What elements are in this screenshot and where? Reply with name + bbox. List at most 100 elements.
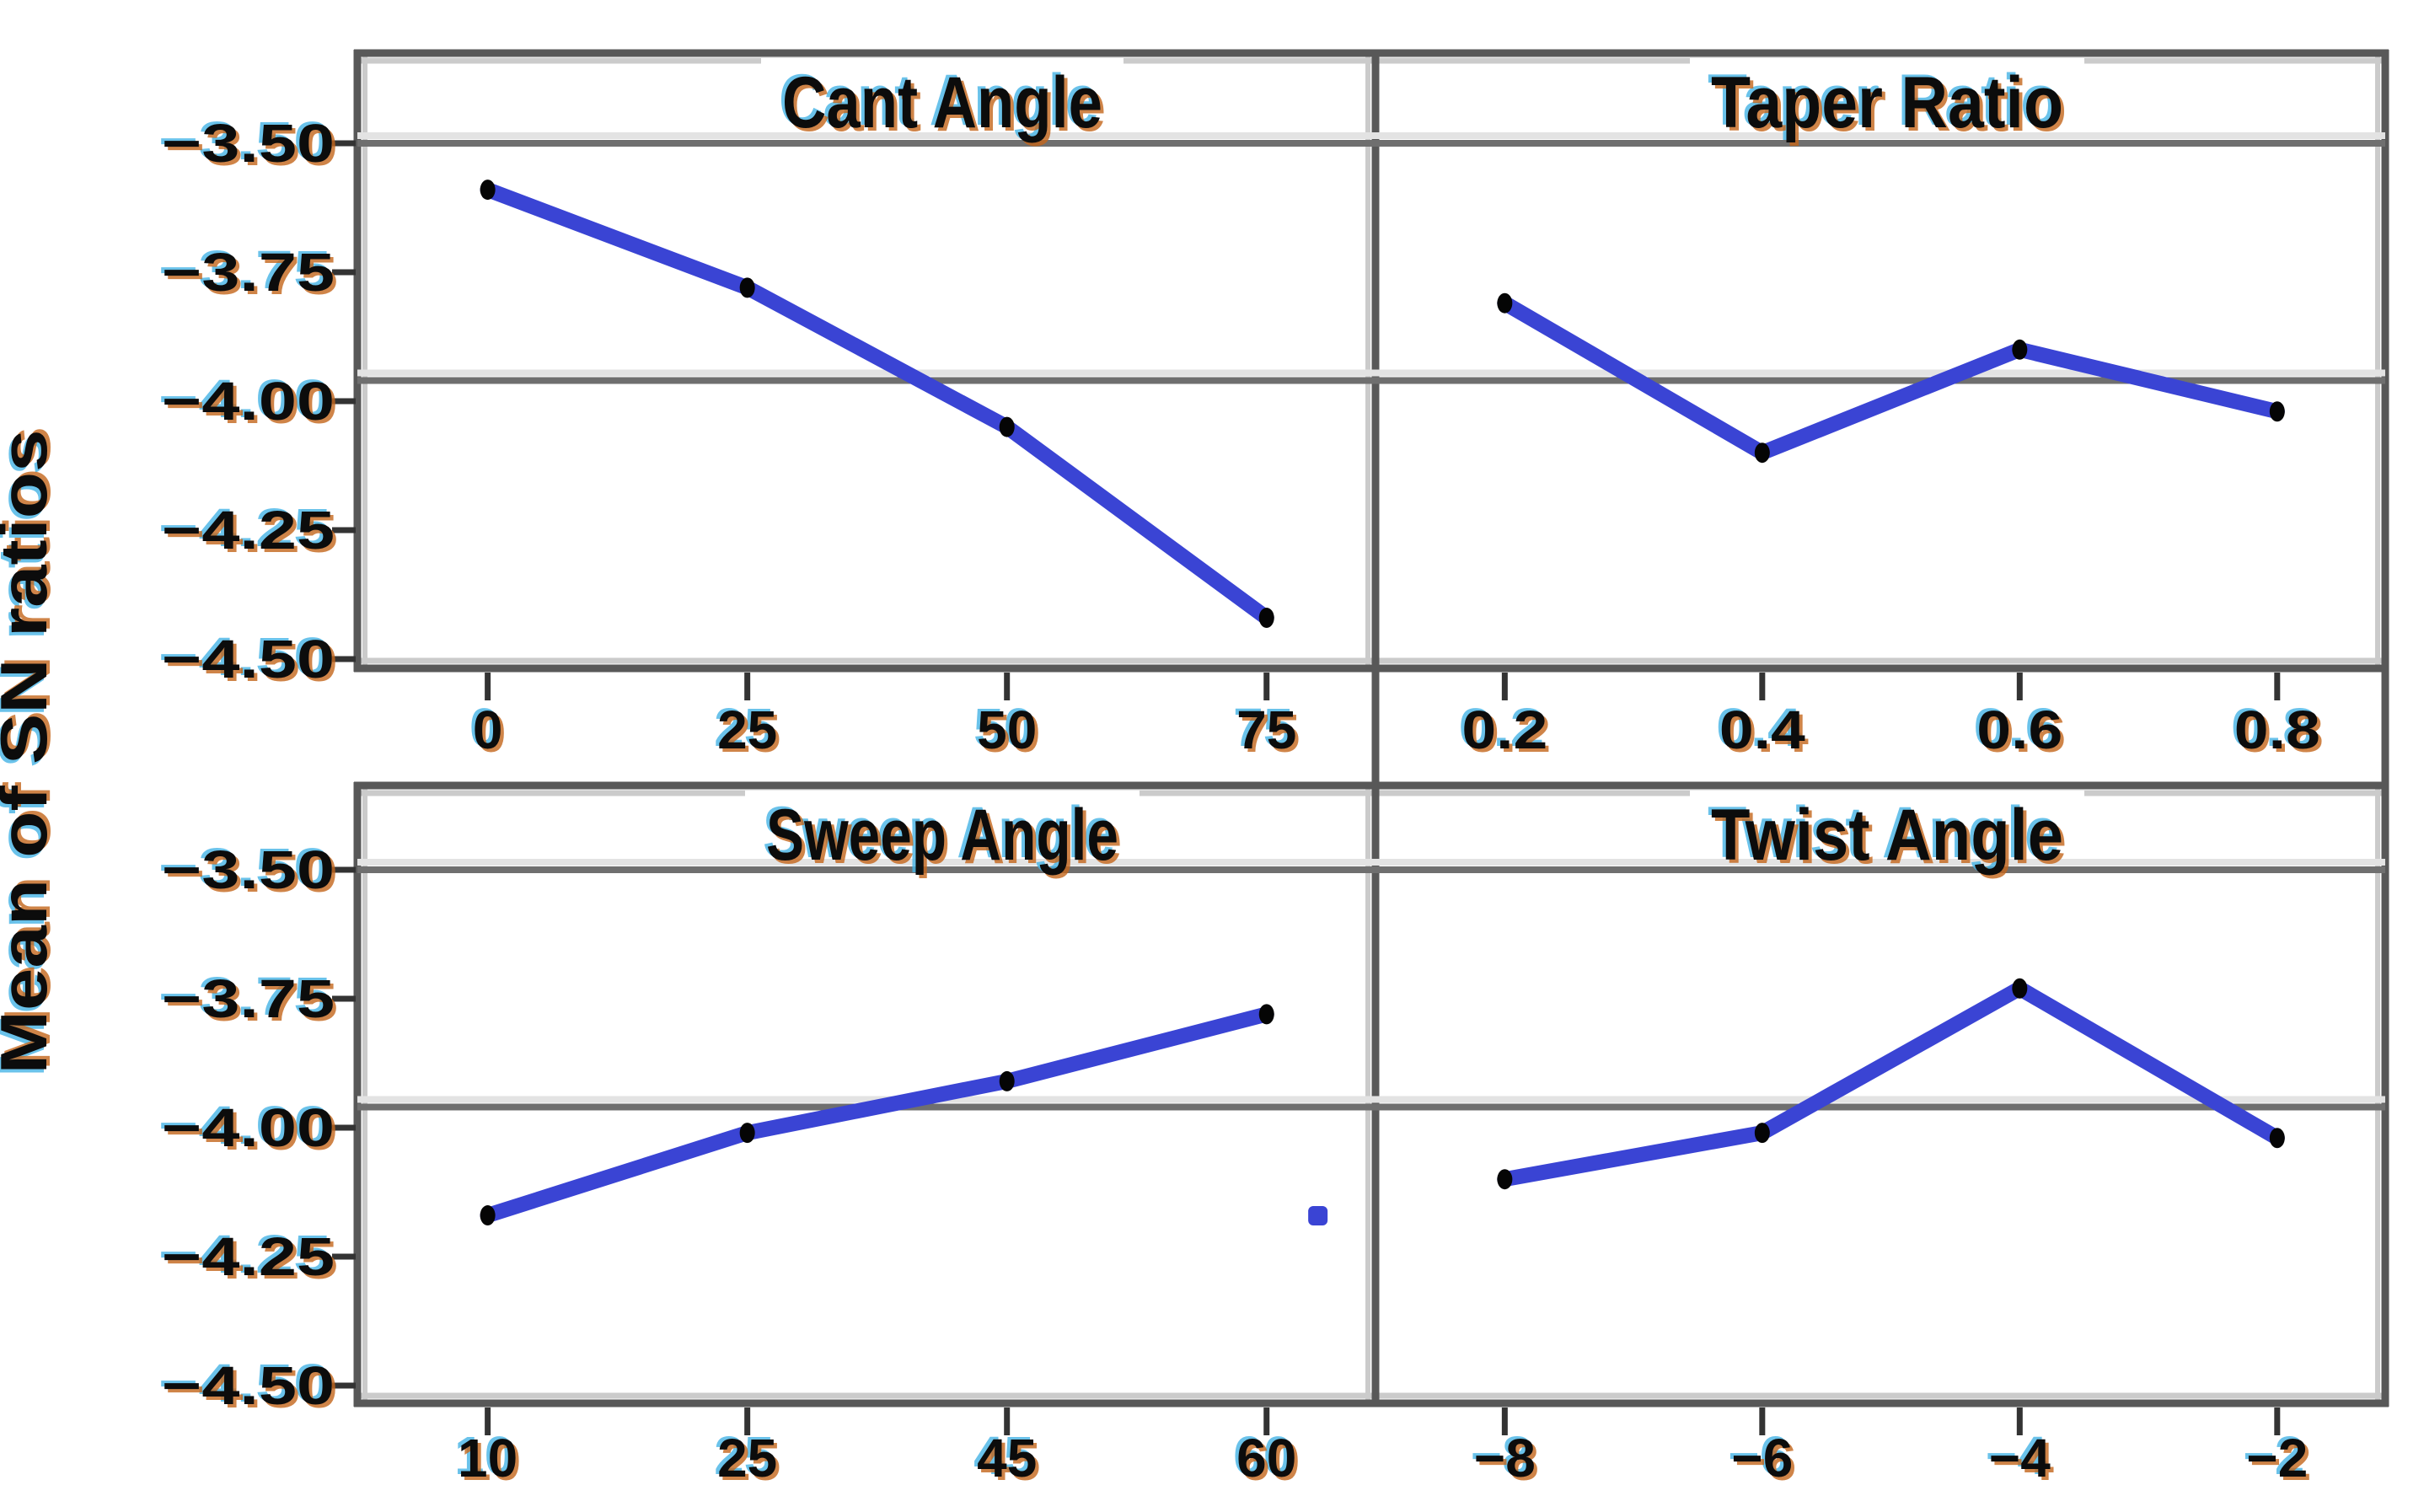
- data-point-marker: [480, 1205, 496, 1226]
- x-tick-label: 0: [469, 697, 500, 758]
- x-tick-label: 25: [717, 1428, 777, 1488]
- panel-title-box: [1690, 791, 2084, 860]
- x-tick-label-group: 0.60.60.6: [1973, 697, 2066, 764]
- y-tick-label-group: −3.50−3.50−3.50: [158, 837, 338, 903]
- y-tick-label: −3.50: [162, 839, 335, 900]
- data-point-marker: [739, 277, 755, 298]
- x-tick-label: 0.6: [1980, 703, 2066, 764]
- x-tick-label-group: −4−4−4: [1986, 1425, 2054, 1492]
- y-tick-label: −4.50: [165, 1359, 338, 1419]
- y-tick-label: −4.00: [158, 1095, 331, 1155]
- x-tick-label: 45: [980, 1431, 1040, 1492]
- x-tick-label: 0.2: [1461, 700, 1547, 760]
- series-line: [480, 182, 1274, 625]
- panel-title: Taper Ratio: [1714, 66, 2067, 147]
- panel-taper-ratio: 0.20.20.2 0.40.40.4 0.60.60.6 0.80.80.8 Tape…: [1376, 58, 2385, 764]
- y-tick-label-group: −4.25−4.25−4.25: [158, 497, 338, 564]
- x-tick-label: −4: [1992, 1431, 2054, 1492]
- y-tick-label-group: −3.75−3.75−3.75: [158, 966, 338, 1032]
- x-tick-label-group: −8−8−8: [1471, 1425, 1539, 1492]
- x-tick-label: 25: [717, 700, 777, 760]
- x-tick-label: 60: [1240, 1431, 1300, 1492]
- series-line: [480, 1006, 1274, 1223]
- y-tick-label: −3.75: [165, 245, 338, 306]
- x-tick-label-group: −6−6−6: [1728, 1425, 1796, 1492]
- y-axis-title: Mean of SN ratios: [0, 430, 61, 1075]
- data-point-marker: [999, 1070, 1015, 1091]
- x-tick-label: 0.8: [2234, 700, 2320, 760]
- y-tick-label-group: −4.50−4.50−4.50: [158, 626, 338, 693]
- data-point-marker: [1258, 1004, 1274, 1025]
- y-tick-label-group: −4.00−4.00−4.00: [158, 368, 338, 435]
- panel-twist-angle: −8−8−8 −6−6−6 −4−4−4 −2−2−2 Twist AngleTwist…: [1376, 791, 2385, 1492]
- x-tick-label-group: −2−2−2: [2243, 1425, 2311, 1492]
- y-tick-label: −3.75: [165, 972, 338, 1032]
- y-tick-label: −4.25: [158, 1224, 331, 1284]
- x-tick-label: 0.8: [2231, 697, 2317, 758]
- x-tick-label-group: 0.40.40.4: [1716, 697, 1809, 764]
- x-tick-label: −8: [1474, 1428, 1536, 1488]
- data-point-marker: [2012, 978, 2028, 999]
- y-tick-label: −3.75: [162, 242, 335, 303]
- y-tick-label: −4.25: [165, 503, 338, 564]
- x-tick-label: 0.4: [1716, 697, 1802, 758]
- x-tick-label: 10: [454, 1425, 514, 1486]
- y-tick-label: −4.50: [158, 626, 331, 687]
- y-tick-label: −3.75: [158, 239, 331, 300]
- x-tick-label: −6: [1735, 1431, 1796, 1492]
- panel-title: Taper Ratio: [1708, 60, 2060, 141]
- x-tick-label: 0: [476, 703, 507, 764]
- y-tick-label-group: −4.50−4.50−4.50: [158, 1353, 338, 1419]
- y-tick-label: −3.50: [165, 116, 338, 177]
- x-tick-label: 45: [977, 1428, 1037, 1488]
- x-tick-label: 0.6: [1976, 700, 2062, 760]
- data-point-marker: [2269, 401, 2285, 422]
- panel-title: Cant Angle: [782, 62, 1102, 143]
- x-tick-label: 25: [721, 1431, 780, 1492]
- x-tick-label: 45: [973, 1425, 1033, 1486]
- x-tick-label: 75: [1240, 703, 1300, 764]
- x-tick-label: 50: [977, 700, 1037, 760]
- x-tick-label-group: 0.20.20.2: [1458, 697, 1551, 764]
- panel-title: Cant Angle: [779, 60, 1099, 141]
- y-tick-label: −4.00: [165, 374, 338, 435]
- series-line: [1497, 980, 2285, 1188]
- panel-title: Taper Ratio: [1711, 62, 2063, 143]
- x-tick-label: 25: [721, 703, 780, 764]
- y-axis-title: Mean of SN ratios: [0, 433, 58, 1078]
- y-tick-label: −3.50: [165, 843, 338, 903]
- x-tick-label: −2: [2250, 1431, 2311, 1492]
- x-tick-label: 0.2: [1465, 703, 1551, 764]
- y-tick-label: −4.50: [165, 632, 338, 693]
- x-tick-label: 0.2: [1458, 697, 1544, 758]
- data-point-marker: [2012, 339, 2028, 360]
- y-tick-label: −3.75: [158, 966, 331, 1027]
- x-tick-label: 25: [714, 1425, 774, 1486]
- panel-title: Sweep Angle: [763, 792, 1115, 873]
- panel-title: Twist Angle: [1711, 795, 2063, 876]
- x-tick-label: 0.8: [2238, 703, 2324, 764]
- x-tick-label: −8: [1471, 1425, 1532, 1486]
- data-point-marker: [1754, 1123, 1770, 1144]
- x-tick-label-group: 0.80.80.8: [2231, 697, 2324, 764]
- x-tick-label: −6: [1731, 1428, 1793, 1488]
- panel-title: Twist Angle: [1714, 798, 2067, 879]
- data-point-marker: [2269, 1128, 2285, 1149]
- data-point-marker: [1497, 292, 1513, 314]
- x-tick-label: −4: [1989, 1428, 2051, 1488]
- y-tick-label: −3.50: [162, 113, 335, 174]
- x-tick-label: 50: [980, 703, 1040, 764]
- y-tick-label: −3.75: [162, 968, 335, 1029]
- series-line: [1497, 295, 2285, 461]
